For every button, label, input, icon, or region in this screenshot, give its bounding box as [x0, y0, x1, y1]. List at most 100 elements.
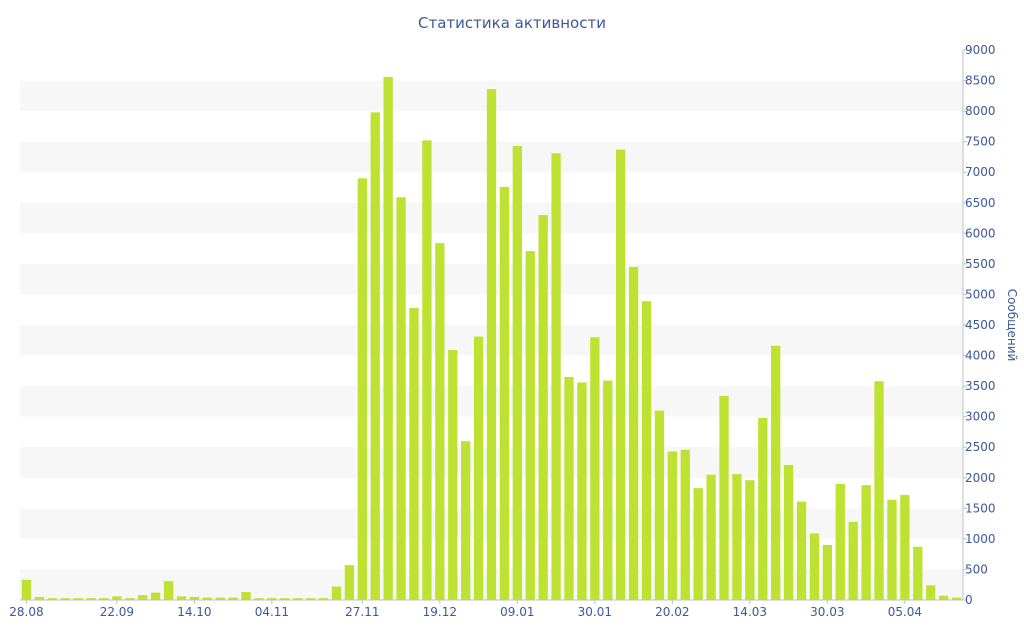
bar [732, 474, 742, 600]
bar [628, 266, 639, 600]
y-tick-label: 5000 [965, 287, 996, 301]
y-tick-label: 6000 [965, 226, 996, 240]
bar [473, 336, 484, 600]
bar [887, 499, 897, 600]
bar [267, 598, 277, 600]
bar [771, 345, 781, 600]
bar [422, 140, 432, 600]
x-tick-label: 30.01 [578, 605, 612, 619]
bar [525, 251, 535, 601]
bar [73, 598, 83, 600]
bar [848, 521, 858, 600]
bar [202, 597, 212, 600]
bar [254, 598, 264, 600]
y-axis: 0 500 1000 1500 2000 2500 3000 3500 4000 4500 5000… [962, 43, 996, 607]
bar [499, 186, 510, 600]
bar [370, 112, 380, 600]
bar [913, 546, 923, 600]
bar [577, 382, 587, 600]
bar [874, 381, 884, 600]
y-tick-label: 7500 [965, 135, 996, 149]
x-tick-label: 22.09 [100, 605, 134, 619]
bar [293, 598, 303, 600]
bar [241, 592, 251, 600]
bar [21, 579, 32, 600]
bar [409, 307, 419, 600]
y-tick-label: 5500 [965, 257, 996, 271]
x-axis: 28.08 22.09 14.10 04.11 27.11 19.12 09.01 30.01… [9, 599, 963, 619]
bar [306, 598, 316, 600]
bar [228, 597, 238, 600]
bar [189, 596, 200, 600]
bar [176, 596, 187, 600]
bar [654, 410, 665, 600]
bar [900, 494, 910, 600]
bar [60, 598, 70, 600]
x-tick-label: 05.04 [888, 605, 922, 619]
bar-series [21, 76, 962, 601]
bar [796, 501, 807, 600]
bar [512, 145, 522, 600]
y-tick-label: 8000 [965, 104, 996, 118]
y-tick-label: 500 [965, 562, 988, 576]
bar [486, 89, 497, 600]
y-tick-label: 4000 [965, 349, 996, 363]
bar [344, 565, 355, 600]
chart-title: Статистика активности [418, 14, 606, 32]
bar [822, 545, 833, 600]
bar [99, 598, 109, 600]
bar [680, 449, 690, 600]
bar [47, 598, 57, 600]
x-tick-label: 28.08 [9, 605, 43, 619]
bar [603, 380, 613, 600]
bar [835, 483, 845, 600]
y-tick-label: 9000 [965, 43, 996, 57]
bar [318, 598, 329, 600]
bar [809, 533, 820, 600]
y-tick-label: 1000 [965, 532, 996, 546]
y-tick-label: 4500 [965, 318, 996, 332]
bar [719, 395, 729, 600]
bar [551, 153, 561, 600]
bar [280, 598, 290, 600]
bar [667, 451, 677, 600]
bar [641, 301, 652, 600]
bar [435, 243, 445, 600]
bar [461, 441, 471, 600]
y-tick-label: 2500 [965, 440, 996, 454]
bar [163, 581, 174, 600]
bar [758, 417, 768, 600]
bar [215, 597, 225, 600]
y-tick-label: 3000 [965, 410, 996, 424]
y-axis-title: Сообщений [1005, 289, 1019, 362]
y-tick-label: 3500 [965, 379, 996, 393]
bar [951, 597, 962, 600]
bar [138, 595, 148, 600]
bar [112, 596, 122, 600]
y-tick-label: 0 [965, 593, 973, 607]
x-tick-label: 27.11 [345, 605, 379, 619]
x-tick-label: 14.10 [177, 605, 211, 619]
bar [693, 488, 703, 600]
bar [861, 485, 871, 600]
bar [396, 197, 406, 600]
x-tick-label: 19.12 [423, 605, 457, 619]
x-tick-label: 04.11 [255, 605, 289, 619]
bar [590, 337, 600, 600]
bar [357, 178, 367, 601]
bar [86, 598, 96, 600]
bar [783, 464, 794, 600]
bar [706, 474, 716, 600]
bar [125, 598, 135, 600]
y-tick-label: 1500 [965, 501, 996, 515]
bar [34, 596, 45, 600]
x-tick-label: 20.02 [655, 605, 689, 619]
bar [150, 592, 161, 600]
y-tick-label: 8500 [965, 74, 996, 88]
x-tick-label: 30.03 [810, 605, 844, 619]
x-tick-label: 09.01 [500, 605, 534, 619]
y-tick-label: 7000 [965, 165, 996, 179]
y-tick-label: 2000 [965, 471, 996, 485]
bar [383, 76, 393, 600]
